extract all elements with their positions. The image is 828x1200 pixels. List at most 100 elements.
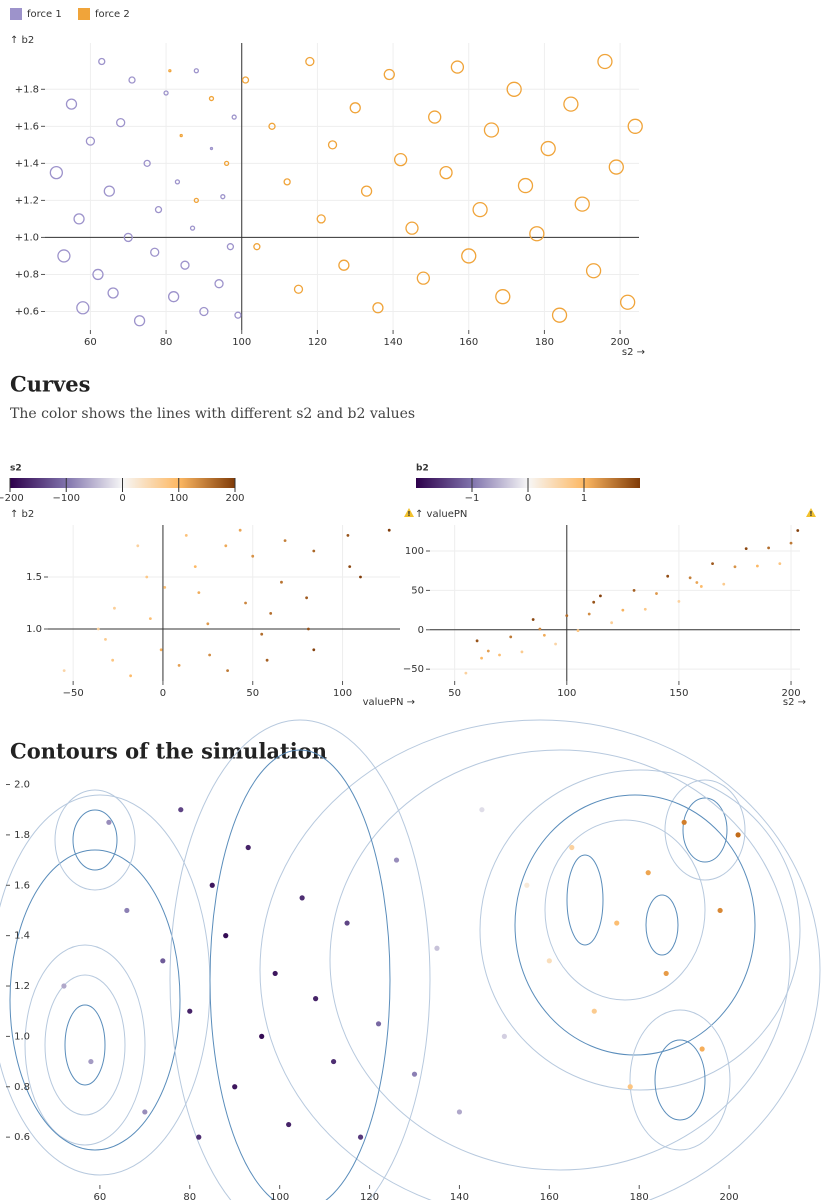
point <box>123 232 133 243</box>
point <box>199 306 209 317</box>
point <box>251 554 255 558</box>
point <box>305 56 315 67</box>
point <box>498 653 501 657</box>
y-tick-label: +0.8 <box>15 269 39 280</box>
point <box>517 177 534 194</box>
y-tick-label: +1.4 <box>15 158 39 169</box>
legend-title: s2 <box>10 464 22 474</box>
point <box>133 315 146 327</box>
point <box>206 622 210 626</box>
x-tick-label: 80 <box>183 1192 196 1200</box>
section-subtitle: The color shows the lines with different… <box>10 406 415 422</box>
point <box>411 1071 418 1077</box>
point <box>241 76 250 84</box>
x-tick-label: 100 <box>270 1192 289 1200</box>
point <box>393 153 408 167</box>
point <box>434 945 440 951</box>
point <box>197 591 201 594</box>
x-tick-label: 100 <box>557 688 576 699</box>
point <box>65 98 78 110</box>
point <box>461 248 477 264</box>
point <box>627 118 643 134</box>
x-axis-label: s2 → <box>622 347 645 358</box>
point <box>209 146 214 151</box>
x-tick-label: 140 <box>384 337 403 348</box>
point <box>767 546 771 550</box>
point <box>124 907 130 914</box>
point <box>107 287 119 299</box>
legend-title: b2 <box>416 464 429 474</box>
point <box>88 1058 94 1065</box>
y-tick-label: −50 <box>403 664 424 675</box>
point <box>357 1134 364 1140</box>
point <box>359 575 362 579</box>
point <box>179 133 183 138</box>
point <box>245 844 251 851</box>
y-tick-label: +1.6 <box>15 121 39 132</box>
point <box>681 819 687 825</box>
point <box>167 291 180 303</box>
point <box>529 226 545 242</box>
point <box>744 547 748 551</box>
x-axis-label: s2 → <box>783 697 806 708</box>
point <box>655 592 658 595</box>
point <box>480 656 483 660</box>
point <box>387 528 391 532</box>
point <box>486 649 490 653</box>
point <box>103 185 115 197</box>
point <box>174 179 181 185</box>
point <box>472 201 488 218</box>
legend-tick-label: 0 <box>525 493 531 504</box>
point <box>209 882 215 888</box>
point <box>49 165 64 180</box>
point <box>327 140 338 150</box>
point <box>299 895 305 901</box>
point <box>92 268 104 281</box>
legend-label: force 2 <box>95 9 130 20</box>
x-tick-label: 50 <box>246 688 259 699</box>
point <box>178 807 184 813</box>
point <box>591 1008 597 1014</box>
point <box>280 580 283 584</box>
legend-tick-label: 1 <box>581 493 587 504</box>
point <box>439 165 453 180</box>
point <box>524 882 530 888</box>
point <box>735 832 741 838</box>
y-axis-label: ↑ b2 <box>10 509 34 520</box>
point <box>136 544 140 548</box>
y-tick-label: +1.2 <box>15 195 39 206</box>
point <box>113 606 116 610</box>
y-axis-label: ↑ b2 <box>10 35 34 46</box>
point <box>360 185 373 197</box>
x-tick-label: 60 <box>94 1192 107 1200</box>
point <box>614 920 620 926</box>
x-tick-label: 120 <box>308 337 327 348</box>
point <box>305 596 309 600</box>
point <box>645 870 651 876</box>
contours <box>0 719 821 1200</box>
point <box>150 247 160 257</box>
point <box>610 621 614 625</box>
point <box>231 114 237 120</box>
point <box>619 294 636 310</box>
point <box>269 612 273 615</box>
point <box>283 178 291 186</box>
legend-tick-label: −1 <box>465 493 480 504</box>
point <box>184 534 188 537</box>
x-tick-label: 0 <box>160 688 166 699</box>
legend-swatch <box>78 8 90 20</box>
point <box>57 249 71 263</box>
point <box>346 534 350 537</box>
y-tick-label: 50 <box>411 585 424 596</box>
x-tick-label: 180 <box>535 337 554 348</box>
point <box>187 1008 193 1014</box>
point <box>96 627 100 631</box>
point <box>330 1058 337 1065</box>
section-title: Contours of the simulation <box>10 739 327 764</box>
y-tick-label: 1.0 <box>26 624 42 635</box>
point <box>260 632 264 636</box>
point <box>627 1084 633 1090</box>
point <box>778 562 782 566</box>
point <box>129 674 133 678</box>
